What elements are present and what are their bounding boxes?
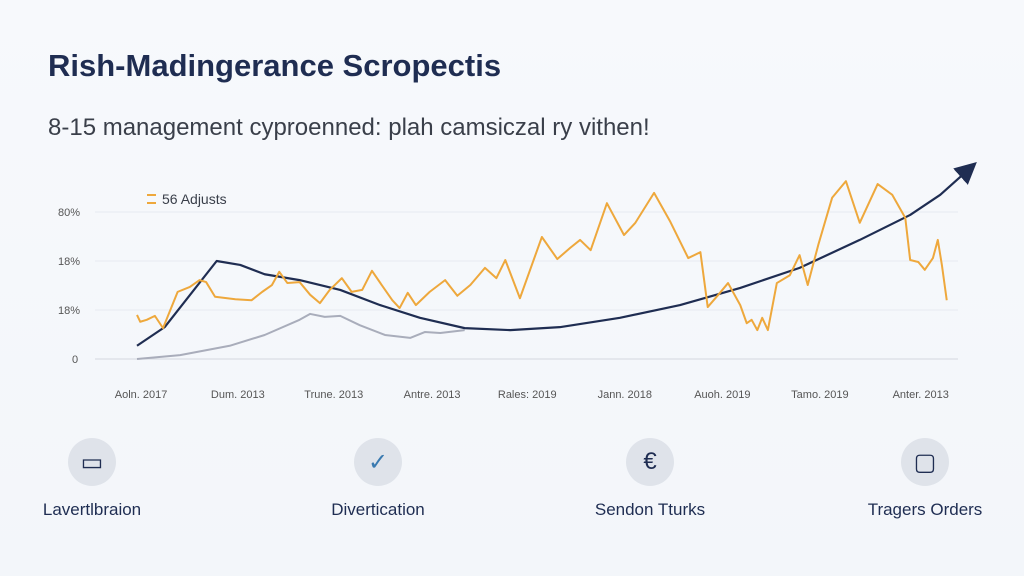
- feature-item[interactable]: ✓ Divertication: [278, 438, 478, 520]
- x-tick-label: Jann. 2018: [598, 389, 652, 401]
- y-tick-label: 0: [72, 354, 78, 366]
- feature-label: Lavertlbraion: [42, 500, 142, 519]
- feature-item[interactable]: € Sendon Tturks: [550, 438, 750, 520]
- feature-label: Sendon Tturks: [594, 500, 706, 519]
- y-tick-label: 18%: [58, 256, 80, 268]
- legend-label: 56 Adjusts: [162, 191, 227, 207]
- tablet-order-icon: ▢: [901, 438, 949, 486]
- x-tick-label: Trune. 2013: [304, 389, 363, 401]
- x-tick-label: Aoln. 2017: [115, 389, 168, 401]
- series-line-trend: [136, 162, 977, 347]
- y-tick-label: 18%: [58, 305, 80, 317]
- euro-icon: €: [626, 438, 674, 486]
- series-line-56-adjusts: [136, 180, 948, 332]
- x-tick-label: Dum. 2013: [211, 389, 265, 401]
- clock-check-icon: ✓: [354, 438, 402, 486]
- y-tick-label: 80%: [58, 207, 80, 219]
- page-subtitle: 8-15 management cyproenned: plah camsicz…: [48, 114, 650, 141]
- x-tick-label: Auoh. 2019: [694, 389, 750, 401]
- feature-label: Tragers Orders: [867, 500, 983, 519]
- x-tick-label: Anter. 2013: [893, 389, 949, 401]
- feature-item[interactable]: ▢ Tragers Orders: [825, 438, 1024, 520]
- feature-item[interactable]: ▭ Lavertlbraion: [0, 438, 192, 520]
- page-title: Rish-Madingerance Scropectis: [48, 48, 502, 83]
- laptop-icon: ▭: [68, 438, 116, 486]
- feature-label: Divertication: [331, 500, 425, 519]
- x-tick-label: Rales: 2019: [498, 389, 557, 401]
- x-tick-label: Antre. 2013: [404, 389, 461, 401]
- series-line-baseline: [136, 312, 465, 360]
- x-tick-label: Tamo. 2019: [791, 389, 848, 401]
